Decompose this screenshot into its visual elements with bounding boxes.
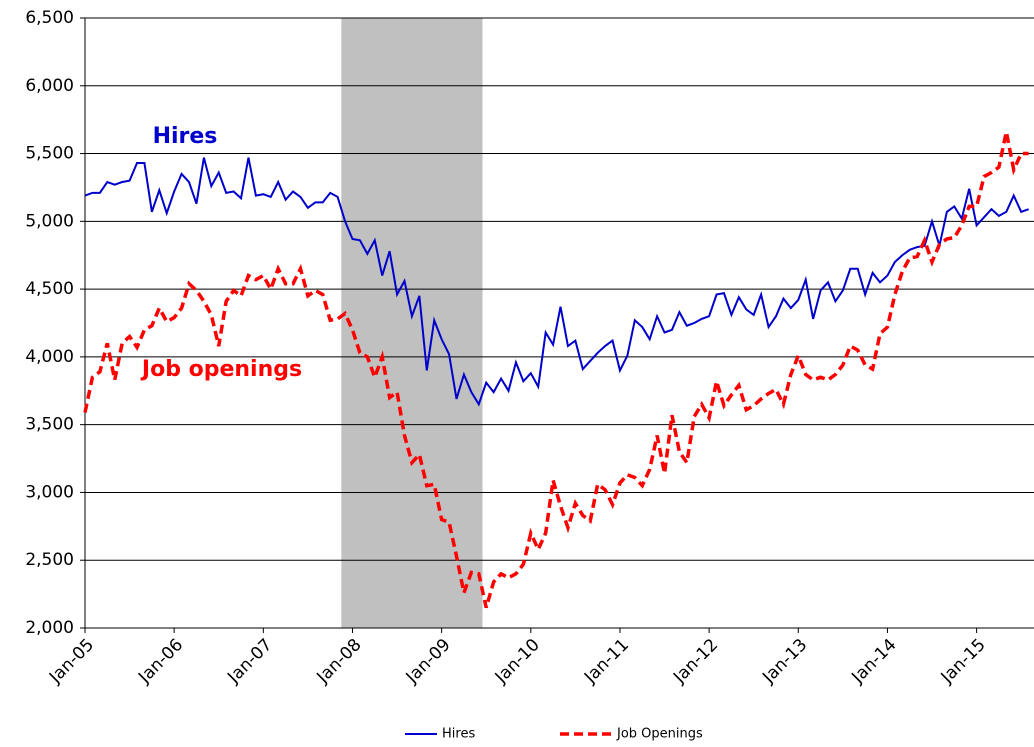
y-tick-label: 2,000 — [25, 618, 74, 638]
y-tick-label: 2,500 — [25, 550, 74, 570]
recession-shade — [341, 18, 483, 628]
y-tick-label: 3,500 — [25, 415, 74, 435]
series-line — [83, 131, 1029, 609]
x-tick-label: Jan-11 — [580, 635, 633, 688]
y-tick-label: 6,500 — [25, 8, 74, 28]
series-annotation: Hires — [153, 124, 218, 149]
x-tick-label: Jan-06 — [134, 635, 187, 688]
x-tick-label: Jan-08 — [313, 635, 366, 688]
x-tick-label: Jan-13 — [758, 635, 811, 688]
y-tick-label: 6,000 — [25, 76, 74, 96]
y-tick-label: 4,000 — [25, 347, 74, 367]
series-annotation: Job openings — [140, 357, 302, 382]
x-tick-label: Jan-05 — [45, 635, 98, 688]
x-tick-label: Jan-07 — [223, 635, 276, 688]
legend-label: Job Openings — [616, 727, 703, 742]
legend-label: Hires — [442, 727, 475, 742]
y-tick-label: 5,500 — [25, 144, 74, 164]
x-tick-label: Jan-12 — [669, 635, 722, 688]
x-tick-label: Jan-15 — [937, 635, 990, 688]
series-line — [84, 157, 1029, 407]
x-tick-label: Jan-14 — [847, 635, 900, 688]
x-tick-label: Jan-10 — [491, 635, 544, 688]
x-tick-label: Jan-09 — [402, 635, 455, 688]
y-tick-label: 4,500 — [25, 279, 74, 299]
y-tick-label: 3,000 — [25, 482, 74, 502]
y-tick-label: 5,000 — [25, 211, 74, 231]
